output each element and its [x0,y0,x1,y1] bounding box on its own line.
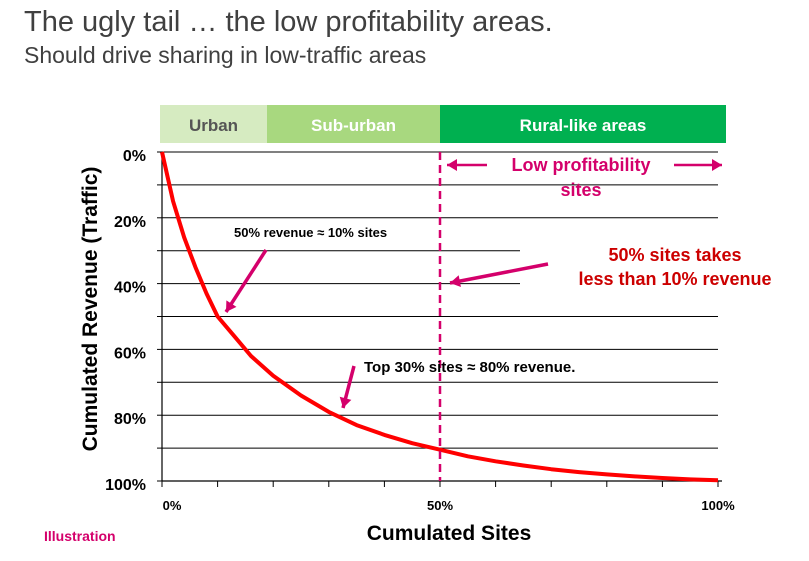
page-subtitle: Should drive sharing in low-traffic area… [24,42,427,68]
top30-callout: Top 30% sites ≈ 80% revenue. [364,359,575,376]
revenue-curve [160,151,719,483]
fifty-revenue-arrow [224,249,268,313]
fifty-revenue-callout: 50% revenue ≈ 10% sites [234,225,387,240]
fifty-revenue-arrow-head [226,300,237,312]
half-sites-callout: 50% sites takes [608,245,741,265]
band-2 [267,105,440,143]
top30-arrow-head [339,396,352,408]
half-sites-arrow-head [450,275,461,287]
x-tick-label: 50% [427,498,453,513]
half-sites-callout-2: less than 10% revenue [578,269,771,289]
area-bands: Urban Sub-urban Rural-like areas [160,105,726,143]
x-axis-label: Cumulated Sites [367,522,532,545]
low-profit-left-arrow-head [447,159,457,171]
x-tick-label: 100% [701,498,735,513]
y-tick-label: 40% [114,280,146,297]
low-profitability-label-2: sites [560,180,601,200]
band-label-3: Rural-like areas [520,116,647,135]
band-label-1: Urban [189,116,238,135]
page-title: The ugly tail … the low profitability ar… [24,6,553,38]
illustration-note: Illustration [44,528,116,544]
band-label-2: Sub-urban [311,116,396,135]
y-tick-label: 0% [123,148,146,165]
axis-labels: 0% 20% 40% 60% 80% 100% 0% 50% 100% Cumulated Sit… [79,148,735,545]
low-profit-right-arrow-head [712,159,722,171]
band-3 [440,105,726,143]
y-tick-label: 100% [105,477,146,494]
band-1 [160,105,267,143]
axes [157,151,722,487]
y-tick-label: 60% [114,345,146,362]
low-profitability-label: Low profitability [512,155,651,175]
y-tick-label: 80% [114,411,146,428]
y-tick-label: 20% [114,214,146,231]
half-sites-arrow [449,262,549,285]
x-tick-label: 0% [163,498,182,513]
annotations: Low profitability sites 50% sites takes les… [224,155,772,409]
y-axis-label: Cumulated Revenue (Traffic) [79,167,102,452]
